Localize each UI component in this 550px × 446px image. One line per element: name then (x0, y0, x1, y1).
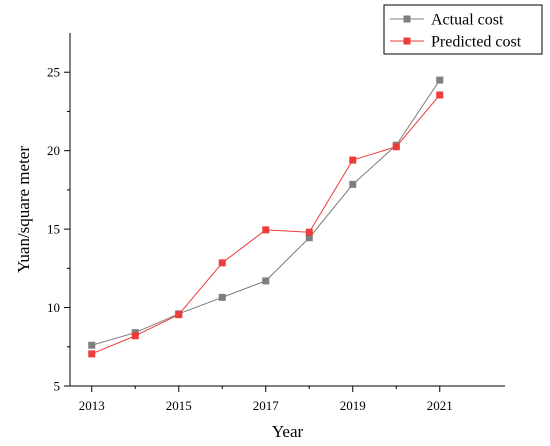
x-tick-label: 2019 (340, 398, 366, 413)
data-point (131, 332, 139, 340)
data-point (392, 143, 400, 151)
series-layer (88, 76, 444, 358)
y-axis-title: Yuan/square meter (14, 146, 33, 273)
x-tick-label: 2021 (427, 398, 453, 413)
y-tick-label: 10 (47, 300, 60, 315)
x-tick-label: 2015 (166, 398, 192, 413)
legend-label: Actual cost (431, 12, 504, 29)
data-point (218, 259, 226, 267)
y-tick-label: 5 (54, 379, 61, 394)
axes (69, 33, 505, 387)
y-tick-label: 25 (47, 65, 60, 80)
x-tick-label: 2017 (253, 398, 280, 413)
y-tick-label: 20 (47, 143, 60, 158)
data-point (88, 341, 96, 349)
data-point (436, 76, 444, 84)
data-point (262, 277, 270, 285)
legend-label: Predicted cost (431, 34, 522, 51)
data-point (305, 234, 313, 242)
legend-marker (403, 15, 411, 23)
series-2 (88, 91, 444, 358)
legend-box (383, 4, 543, 55)
x-axis-title: Year (272, 422, 304, 441)
data-point (349, 180, 357, 188)
legend-marker (403, 37, 411, 45)
data-point (305, 228, 313, 236)
data-point (218, 293, 226, 301)
series-1 (88, 76, 444, 349)
data-point (262, 226, 270, 234)
y-tick-label: 15 (47, 222, 60, 237)
legend: Actual cost Predicted cost (383, 4, 543, 55)
ticks: 2013 2015 2017 2019 2021 5 10 15 20 25 (47, 65, 453, 413)
data-point (175, 311, 183, 319)
data-point (436, 91, 444, 99)
data-point (349, 156, 357, 164)
series-line (91, 79, 441, 346)
series-line (91, 94, 441, 355)
x-tick-label: 2013 (79, 398, 105, 413)
data-point (88, 350, 96, 358)
